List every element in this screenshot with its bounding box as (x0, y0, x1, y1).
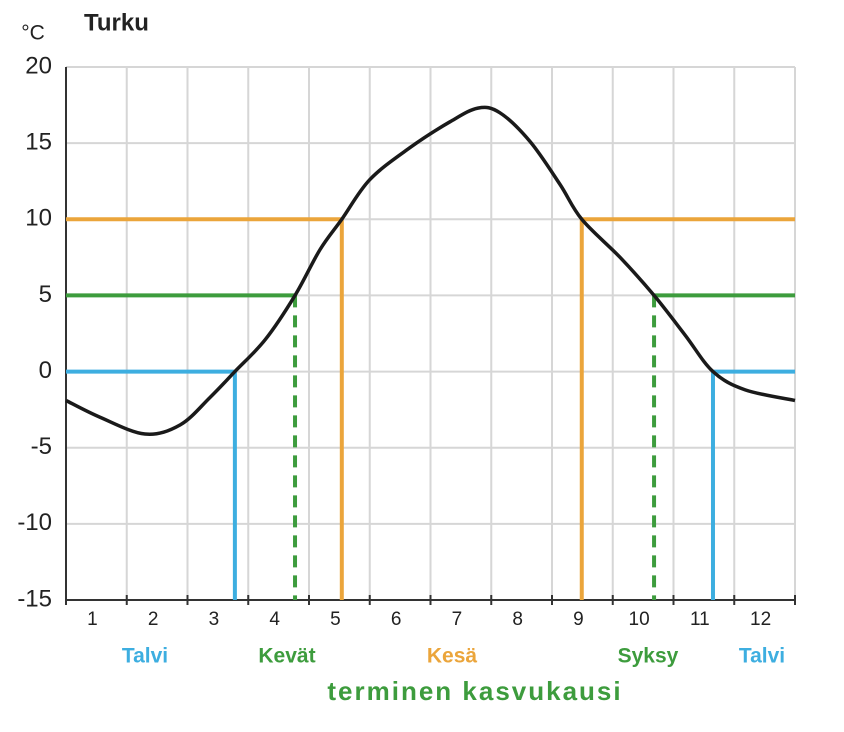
x-tick-label: 6 (391, 609, 402, 630)
x-tick-label: 8 (512, 609, 523, 630)
x-tick-label: 5 (330, 609, 341, 630)
x-tick-label: 9 (573, 609, 584, 630)
x-tick-label: 7 (452, 609, 463, 630)
x-tick-label: 4 (269, 609, 280, 630)
temperature-line (65, 105, 796, 436)
y-tick-label: 15 (25, 128, 52, 155)
footnote: terminen kasvukausi (327, 676, 622, 706)
chart-title: Turku (84, 9, 149, 36)
season-label: Talvi (739, 645, 785, 668)
x-tick-label: 10 (629, 609, 650, 630)
y-tick-label: -5 (31, 433, 52, 460)
y-tick-label: -15 (17, 585, 52, 612)
y-axis-label: °C (21, 22, 45, 45)
y-tick-label: 10 (25, 205, 52, 232)
y-tick-label: 5 (39, 281, 52, 308)
x-tick-label: 3 (209, 609, 220, 630)
x-tick-label: 2 (148, 609, 159, 630)
x-tick-label: 11 (690, 609, 710, 630)
y-tick-label: 20 (25, 52, 52, 79)
season-label: Syksy (618, 645, 679, 668)
season-label: Kevät (258, 645, 315, 668)
x-tick-label: 12 (750, 609, 771, 630)
x-tick-label: 1 (87, 609, 98, 630)
season-label: Talvi (122, 645, 168, 668)
y-tick-label: 0 (39, 357, 52, 384)
y-tick-label: -10 (17, 509, 52, 536)
season-label: Kesä (427, 645, 478, 668)
